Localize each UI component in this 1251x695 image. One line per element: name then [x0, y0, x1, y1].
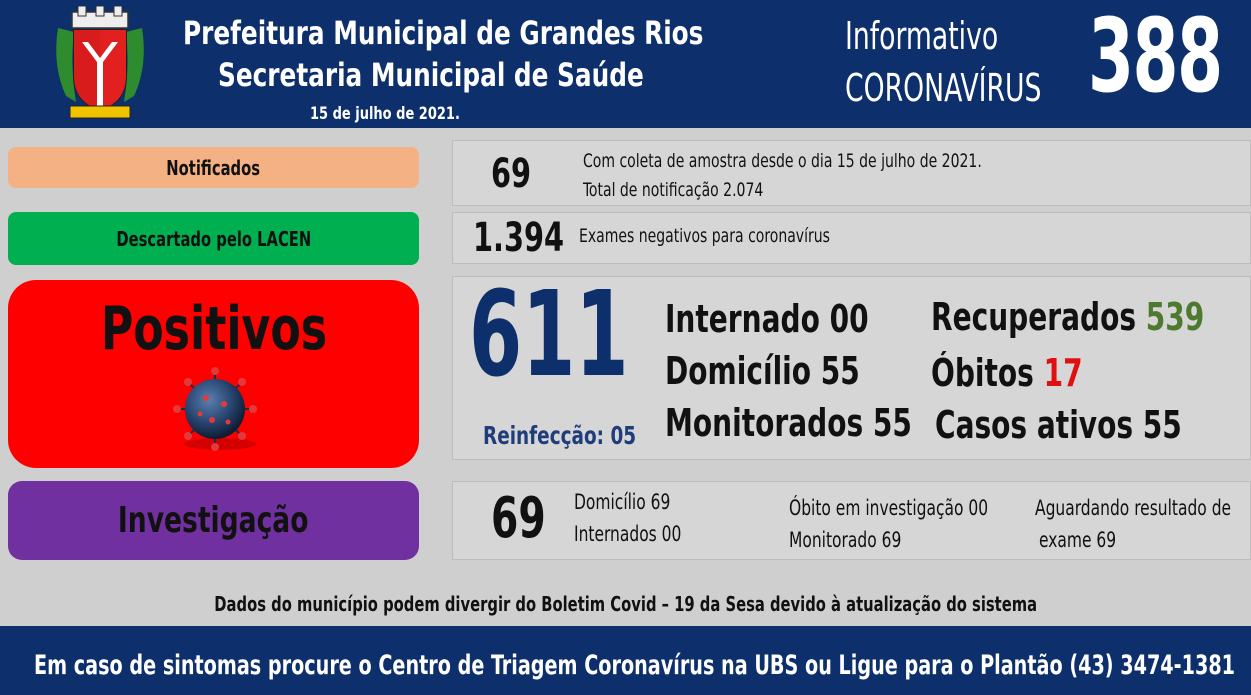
recuperados-value: 539 [1145, 295, 1205, 339]
casos-ativos-count: Casos ativos 55 [935, 403, 1182, 447]
informativo-label: Informativo [845, 14, 999, 58]
prefeitura-title: Prefeitura Municipal de Grandes Rios [183, 14, 704, 52]
municipal-coat-of-arms-icon [56, 6, 144, 119]
header-banner: Prefeitura Municipal de Grandes Rios Sec… [0, 0, 1251, 128]
descartado-detail: Exames negativos para coronavírus [579, 225, 830, 247]
investigacao-domicilio: Domicílio 69 [574, 490, 671, 514]
coronavirus-icon [173, 367, 257, 451]
notificados-detail-1: Com coleta de amostra desde o dia 15 de … [583, 150, 982, 172]
obito-investigacao: Óbito em investigação 00 [789, 496, 989, 520]
investigacao-label: Investigação [118, 500, 309, 541]
descartado-panel: 1.394 Exames negativos para coronavírus [452, 212, 1251, 264]
positivos-label: Positivos [100, 294, 327, 364]
positivos-value: 611 [469, 265, 629, 403]
coronavirus-label: CORONAVÍRUS [845, 66, 1042, 110]
footer-contact-text: Em caso de sintomas procure o Centro de … [34, 650, 1236, 681]
obitos-value: 17 [1043, 351, 1083, 395]
investigacao-value: 69 [491, 486, 546, 551]
investigacao-monitorado: Monitorado 69 [789, 528, 902, 552]
footer-banner: Em caso de sintomas procure o Centro de … [0, 626, 1251, 695]
notificados-pill: Notificados [8, 147, 419, 188]
positivos-pill: Positivos [8, 280, 419, 468]
aguardando-resultado-1: Aguardando resultado de [1035, 496, 1232, 520]
positivos-panel: 611 Reinfecção: 05 Internado 00 Domicíli… [452, 265, 1251, 460]
secretaria-title: Secretaria Municipal de Saúde [218, 56, 644, 94]
descartado-pill: Descartado pelo LACEN [8, 212, 419, 265]
internado-count: Internado 00 [665, 297, 869, 341]
domicilio-count: Domicílio 55 [665, 349, 860, 393]
obitos-label: Óbitos [931, 351, 1034, 395]
descartado-label: Descartado pelo LACEN [116, 226, 311, 251]
aguardando-resultado-2: exame 69 [1039, 528, 1117, 552]
notificados-value: 69 [491, 151, 532, 197]
monitorados-count: Monitorados 55 [665, 401, 912, 445]
recuperados-row: Recuperados 539 [931, 295, 1204, 339]
reinfeccao-count: Reinfecção: 05 [483, 421, 637, 450]
disclaimer-note: Dados do município podem divergir do Bol… [0, 592, 1251, 616]
disclaimer-text: Dados do município podem divergir do Bol… [214, 592, 1037, 616]
notificados-detail-2: Total de notificação 2.074 [583, 179, 764, 201]
bulletin-date: 15 de julho de 2021. [310, 104, 460, 124]
recuperados-label: Recuperados [931, 295, 1137, 339]
investigacao-panel: 69 Domicílio 69 Internados 00 Óbito em i… [452, 481, 1251, 560]
edition-number: 388 [1088, 0, 1223, 116]
descartado-value: 1.394 [473, 215, 565, 261]
notificados-label: Notificados [166, 155, 261, 180]
investigacao-pill: Investigação [8, 481, 419, 560]
investigacao-internados: Internados 00 [574, 522, 682, 546]
notificados-panel: 69 Com coleta de amostra desde o dia 15 … [452, 140, 1251, 206]
obitos-row: Óbitos 17 [931, 351, 1083, 395]
